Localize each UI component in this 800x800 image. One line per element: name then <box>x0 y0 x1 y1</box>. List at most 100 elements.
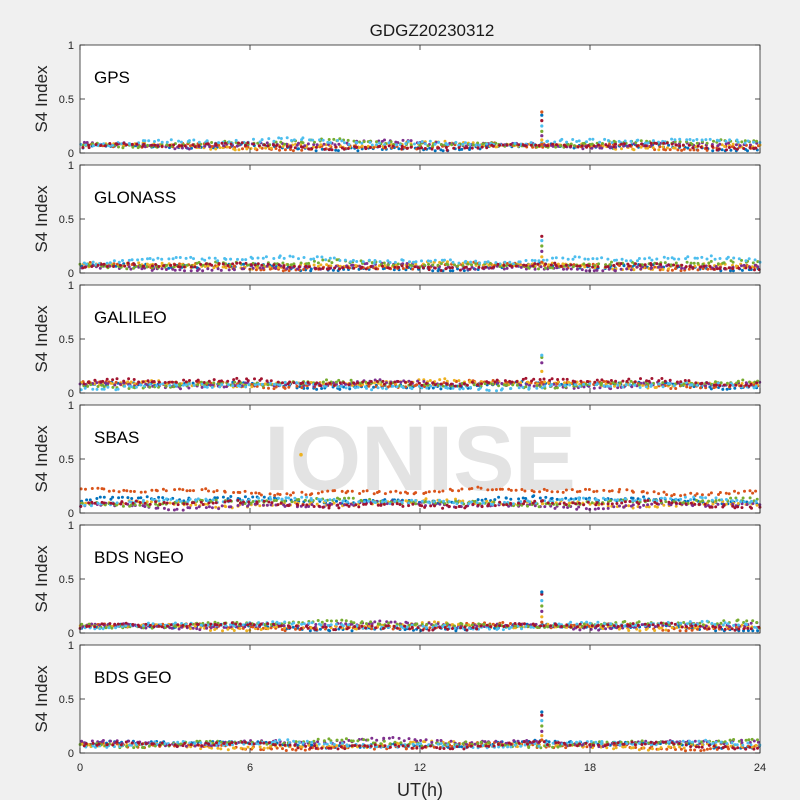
data-point <box>464 265 468 269</box>
data-point <box>695 383 699 387</box>
data-point <box>619 262 623 266</box>
data-point <box>167 257 171 261</box>
data-point <box>335 619 338 623</box>
data-point <box>598 140 602 144</box>
data-point <box>98 495 102 499</box>
data-point <box>295 384 299 388</box>
data-point <box>690 142 694 146</box>
data-point <box>653 625 657 629</box>
data-point <box>361 380 365 384</box>
data-point <box>323 147 327 151</box>
data-point <box>493 380 497 384</box>
data-point <box>609 384 612 388</box>
data-point <box>355 146 359 149</box>
data-point <box>338 387 342 391</box>
data-point <box>178 268 182 272</box>
data-point <box>609 145 613 149</box>
data-point <box>709 259 713 263</box>
data-point <box>360 499 364 503</box>
watermark: IONISE <box>264 408 576 510</box>
data-point <box>439 387 443 391</box>
data-point <box>592 269 596 273</box>
data-point <box>90 265 94 268</box>
data-point <box>229 142 233 146</box>
data-point <box>679 380 683 384</box>
data-point <box>562 267 565 271</box>
data-point <box>640 263 644 267</box>
data-point <box>360 144 364 148</box>
data-point <box>338 259 342 262</box>
data-point <box>412 260 415 264</box>
data-point <box>592 386 596 390</box>
data-point <box>157 495 161 499</box>
data-point <box>503 260 507 264</box>
data-point <box>527 266 531 270</box>
data-point <box>740 623 744 627</box>
data-point <box>266 262 270 266</box>
spike-point <box>540 113 544 117</box>
data-point <box>597 143 600 147</box>
data-point <box>370 143 374 147</box>
data-point <box>203 144 207 148</box>
data-point <box>375 143 379 147</box>
data-point <box>115 142 119 146</box>
data-point <box>176 503 180 507</box>
data-point <box>692 261 696 265</box>
data-point <box>111 495 115 499</box>
data-point <box>538 490 542 494</box>
data-point <box>722 261 726 265</box>
data-point <box>347 504 351 508</box>
data-point <box>580 268 584 272</box>
data-point <box>352 266 356 270</box>
data-point <box>372 492 376 496</box>
data-point <box>735 138 739 142</box>
data-point <box>577 139 581 143</box>
data-point <box>470 380 474 384</box>
data-point <box>746 149 749 153</box>
data-point <box>616 386 620 390</box>
data-point <box>217 507 221 511</box>
data-point <box>226 379 230 383</box>
data-point <box>278 148 281 152</box>
data-point <box>622 142 626 146</box>
data-point <box>535 384 539 388</box>
data-point <box>189 627 192 631</box>
data-point <box>404 380 407 384</box>
data-point <box>633 383 637 387</box>
data-point <box>532 377 536 381</box>
axes-background <box>80 525 760 633</box>
data-point <box>605 498 609 502</box>
data-point <box>360 141 364 145</box>
data-point <box>629 259 633 263</box>
data-point <box>407 501 411 505</box>
data-point <box>243 495 247 499</box>
data-point <box>629 379 633 383</box>
axes-background <box>80 45 760 153</box>
data-point <box>337 378 341 382</box>
data-point <box>556 380 560 384</box>
data-point <box>355 141 359 145</box>
data-point <box>130 385 134 389</box>
data-point <box>709 254 713 258</box>
data-point <box>495 389 498 393</box>
data-point <box>254 491 258 495</box>
data-point <box>164 489 168 493</box>
data-point <box>326 140 330 144</box>
data-point <box>749 621 753 625</box>
data-point <box>192 501 196 505</box>
data-point <box>441 506 445 510</box>
data-point <box>204 487 208 491</box>
data-point <box>187 382 191 386</box>
data-point <box>746 139 750 143</box>
data-point <box>573 383 577 387</box>
data-point <box>208 383 212 387</box>
data-point <box>625 488 629 492</box>
data-point <box>667 267 670 271</box>
data-point <box>327 504 331 508</box>
data-point <box>321 138 325 142</box>
data-point <box>332 501 336 505</box>
data-point <box>192 257 195 261</box>
data-point <box>305 503 309 507</box>
data-point <box>142 384 146 388</box>
data-point <box>321 505 325 509</box>
